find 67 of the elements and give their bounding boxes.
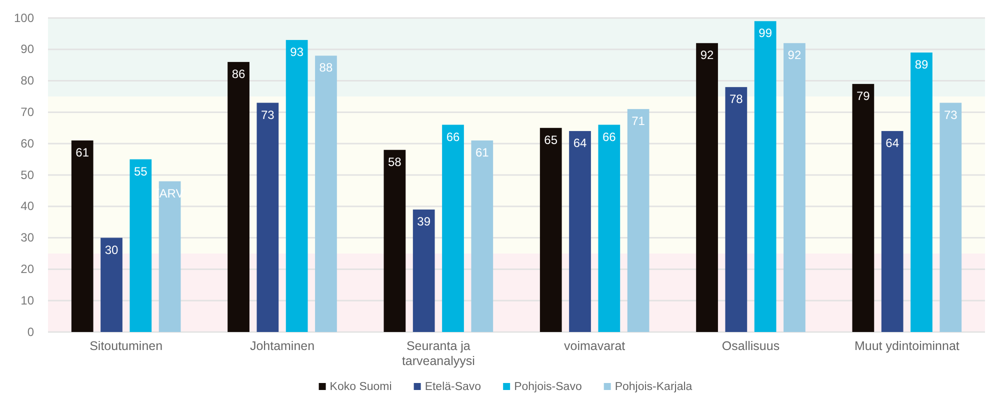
bar [910, 52, 932, 332]
y-tick-label: 30 [20, 230, 34, 245]
data-label: 66 [446, 130, 460, 144]
x-tick-label: Sitoutuminen [90, 339, 163, 353]
y-tick-label: 10 [20, 293, 34, 308]
bar [228, 62, 250, 332]
x-tick-label: Osallisuus [722, 339, 780, 353]
data-label: 86 [232, 66, 246, 81]
bar [852, 84, 874, 332]
bar [598, 124, 620, 332]
data-label: 61 [475, 145, 490, 160]
bar [315, 56, 337, 332]
bar [569, 131, 591, 332]
data-label: 64 [886, 136, 900, 150]
y-tick-label: 60 [20, 136, 34, 150]
y-tick-label: 100 [14, 10, 34, 25]
x-tick-label: Seuranta ja tarveanalyysi [402, 339, 475, 368]
bar [71, 140, 94, 332]
y-tick-label: 20 [20, 262, 34, 276]
data-label: 58 [388, 154, 402, 169]
y-tick-label: 70 [20, 105, 34, 120]
x-tick-label: voimavarat [564, 339, 626, 353]
bar [725, 87, 748, 332]
bar [100, 238, 122, 332]
data-label: 92 [788, 48, 802, 62]
data-label: 99 [758, 26, 772, 40]
bar [627, 109, 650, 332]
bar [442, 124, 464, 332]
bar [412, 210, 435, 332]
y-tick-label: 80 [20, 74, 34, 88]
y-tick-label: 0 [27, 324, 34, 339]
legend-label: Pohjois-Savo [514, 381, 582, 393]
data-label: 55 [134, 164, 148, 178]
data-label: 71 [632, 114, 646, 128]
data-label: 73 [260, 108, 275, 122]
data-label: 78 [729, 92, 744, 106]
y-tick-label: 40 [20, 199, 34, 214]
data-label: 88 [319, 60, 333, 75]
data-label: 79 [856, 88, 870, 103]
bar [471, 140, 494, 332]
y-tick-label: 50 [20, 168, 34, 182]
data-label: 39 [417, 214, 431, 229]
bar [256, 102, 279, 332]
bar [754, 21, 776, 332]
data-label: 64 [573, 136, 587, 150]
data-label: 30 [104, 242, 118, 257]
data-label: 61 [76, 145, 90, 160]
bar [286, 40, 308, 332]
x-tick-label: Johtaminen [250, 339, 315, 353]
data-label: 73 [944, 108, 958, 122]
bar [384, 150, 406, 332]
bar [130, 159, 152, 332]
bar [940, 102, 962, 332]
data-label: 93 [290, 44, 304, 59]
legend-label: Pohjois-Karjala [614, 381, 693, 393]
data-label: 89 [914, 58, 928, 72]
data-label: 65 [544, 132, 558, 147]
x-tick-label: Muut ydintoiminnat [854, 339, 960, 353]
y-tick-label: 90 [20, 42, 34, 56]
bar [784, 43, 806, 332]
bar [696, 43, 718, 332]
data-label: 66 [602, 130, 616, 144]
data-label: 92 [700, 48, 714, 62]
bar [540, 128, 562, 332]
legend-label: Etelä-Savo [424, 381, 482, 393]
legend-label: Koko Suomi [330, 381, 392, 393]
bar [881, 131, 904, 332]
